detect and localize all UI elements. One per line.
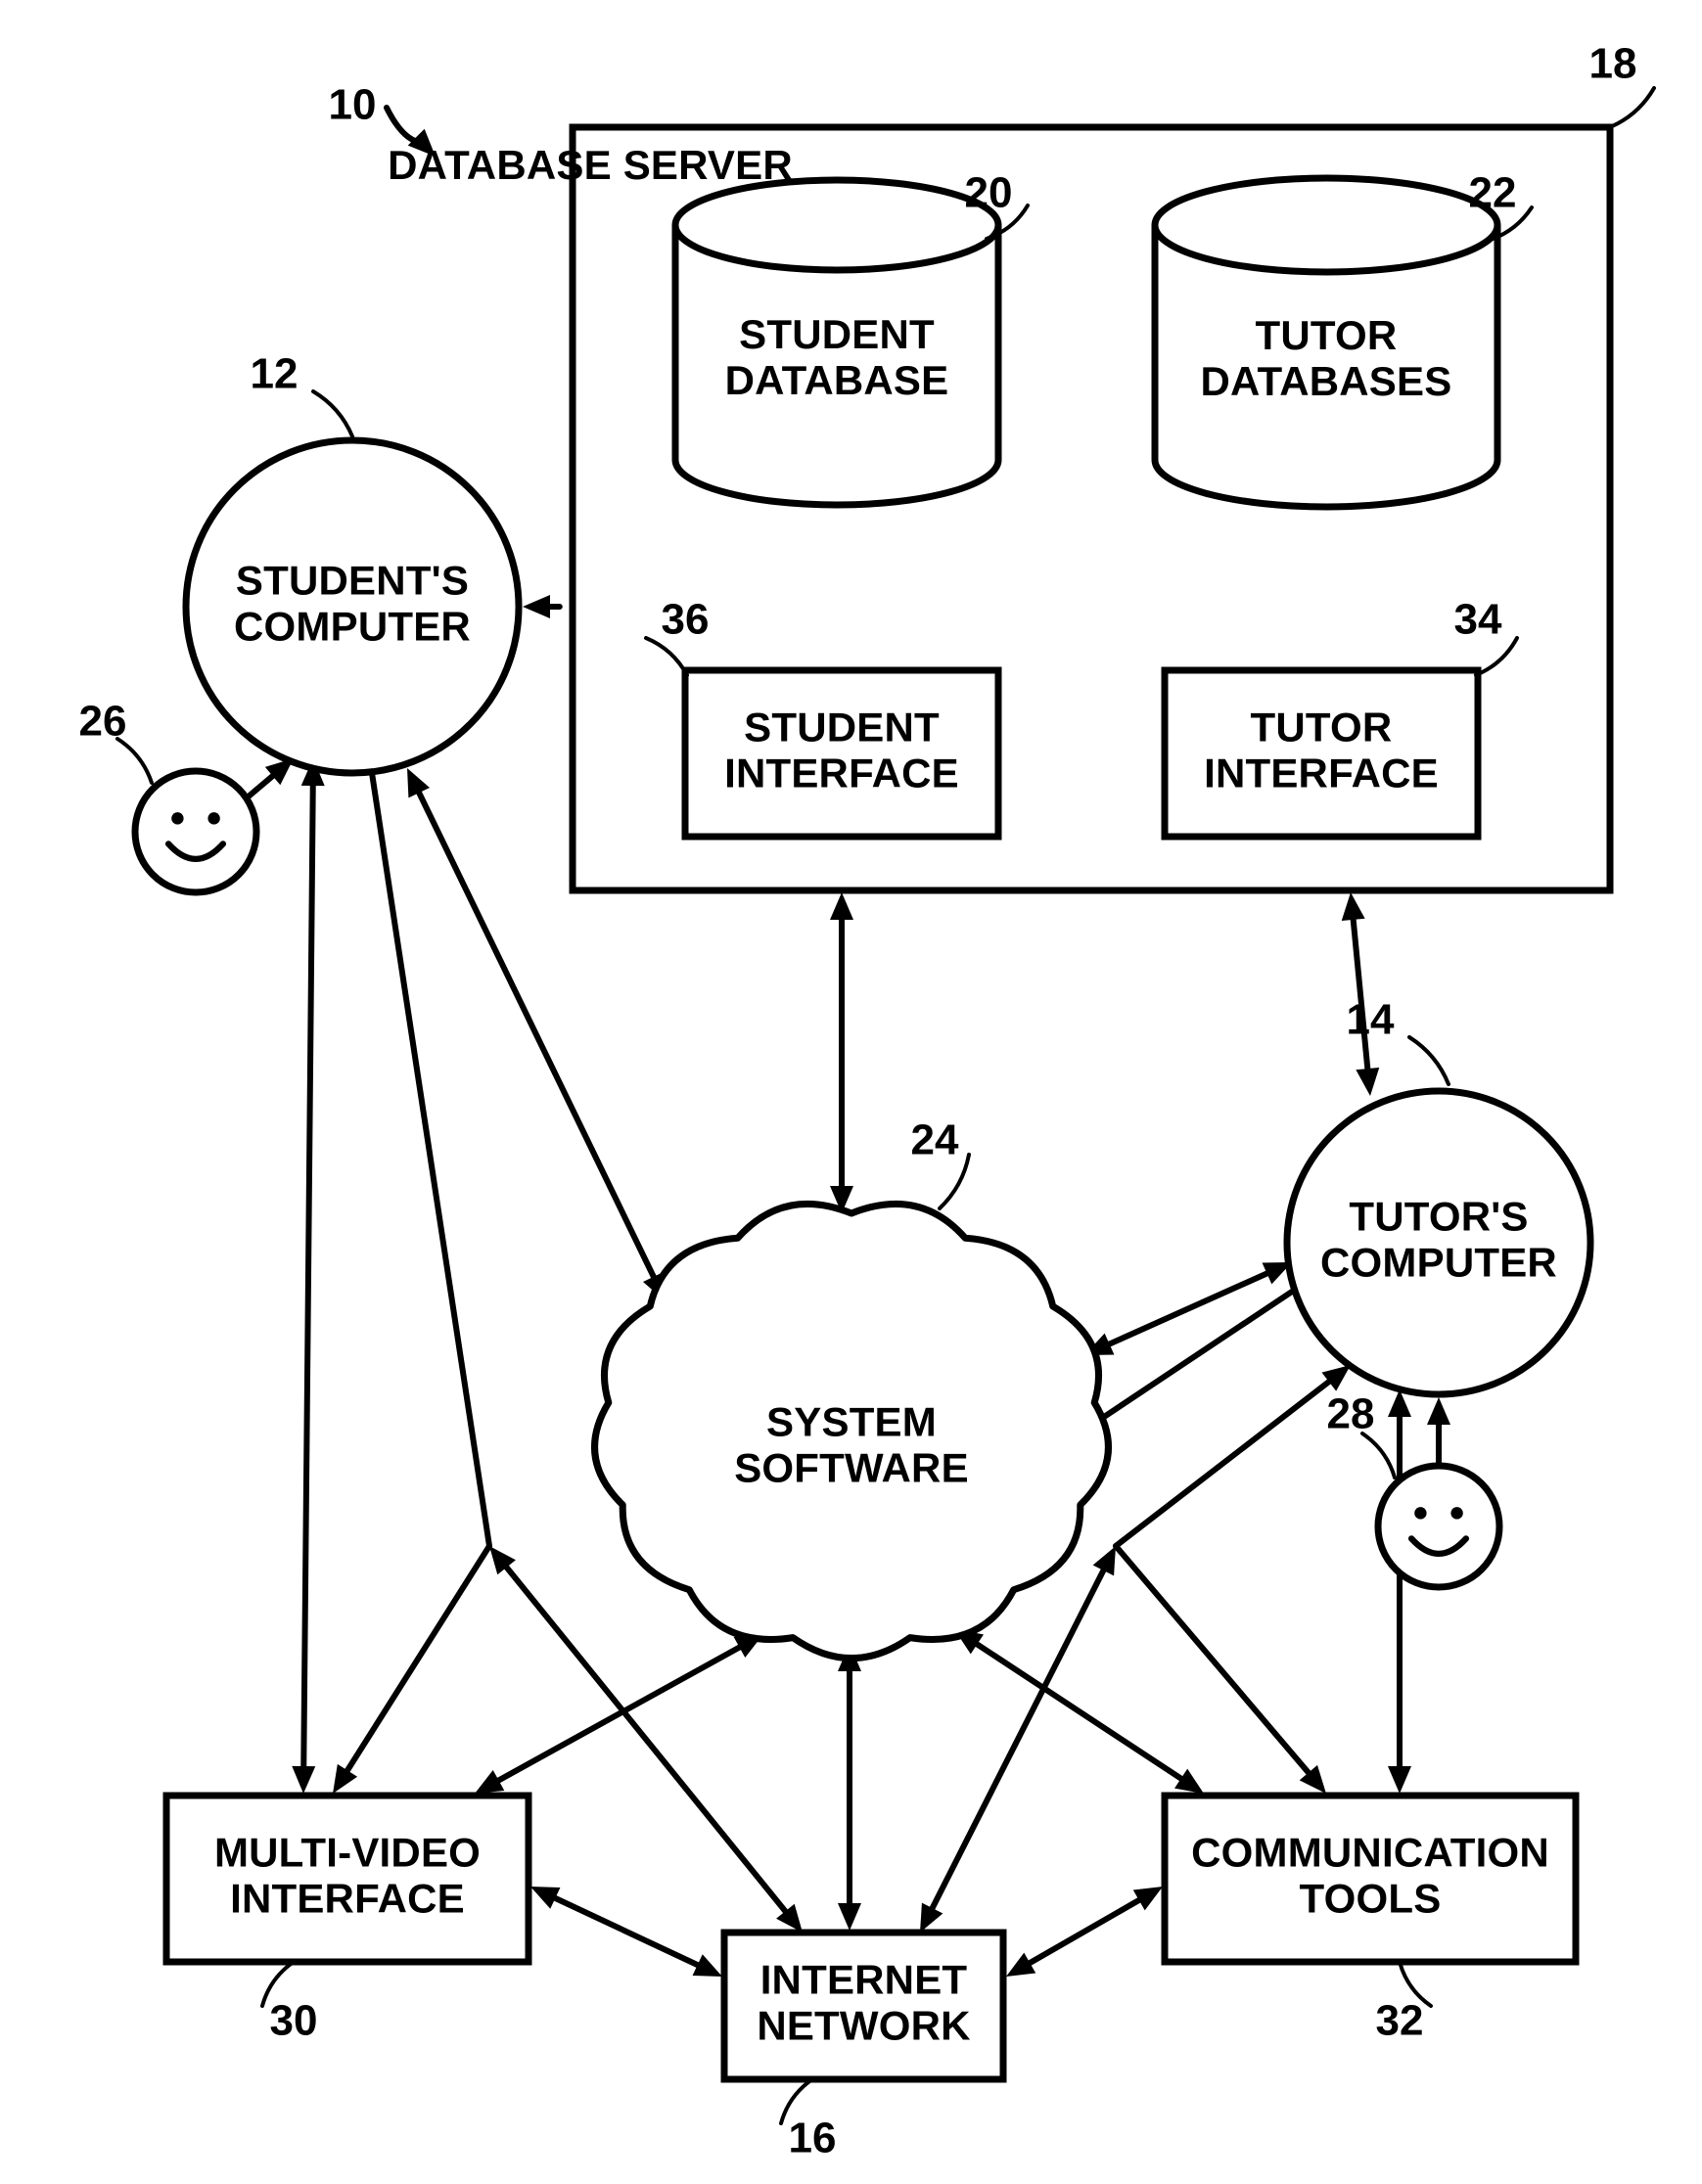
svg-text:TUTOR: TUTOR [1251,705,1393,751]
svg-text:24: 24 [911,1116,959,1164]
svg-text:INTERNET: INTERNET [760,1957,968,2003]
svg-text:DATABASE SERVER: DATABASE SERVER [388,142,793,188]
svg-text:STUDENT: STUDENT [739,311,935,357]
svg-text:STUDENT: STUDENT [744,705,940,751]
svg-text:MULTI-VIDEO: MULTI-VIDEO [214,1830,481,1876]
svg-text:NETWORK: NETWORK [757,2003,970,2049]
svg-text:TOOLS: TOOLS [1300,1876,1442,1922]
svg-text:32: 32 [1376,1997,1424,2045]
svg-text:INTERFACE: INTERFACE [230,1876,465,1922]
svg-text:COMPUTER: COMPUTER [1320,1240,1557,1286]
svg-text:SYSTEM: SYSTEM [766,1399,937,1445]
svg-text:12: 12 [251,350,299,398]
svg-text:COMPUTER: COMPUTER [234,604,471,650]
svg-text:34: 34 [1454,596,1502,644]
svg-text:TUTOR'S: TUTOR'S [1349,1194,1528,1240]
svg-text:COMMUNICATION: COMMUNICATION [1191,1830,1549,1876]
svg-text:SOFTWARE: SOFTWARE [734,1445,969,1491]
svg-text:TUTOR: TUTOR [1256,312,1398,358]
svg-text:30: 30 [270,1997,318,2045]
svg-text:36: 36 [662,596,710,644]
svg-text:10: 10 [329,81,377,129]
svg-text:DATABASE: DATABASE [725,357,949,403]
svg-text:14: 14 [1347,996,1395,1044]
svg-text:18: 18 [1589,40,1637,88]
svg-text:INTERFACE: INTERFACE [1204,751,1439,796]
system-architecture-diagram: DATABASE SERVER18STUDENTDATABASE20TUTORD… [0,0,1702,2184]
svg-text:INTERFACE: INTERFACE [724,751,959,796]
svg-text:STUDENT'S: STUDENT'S [236,558,469,604]
svg-text:28: 28 [1327,1390,1375,1438]
svg-text:26: 26 [79,698,127,746]
svg-text:20: 20 [965,169,1013,217]
svg-text:DATABASES: DATABASES [1201,358,1452,404]
svg-text:22: 22 [1469,169,1517,217]
svg-text:16: 16 [789,2115,837,2162]
